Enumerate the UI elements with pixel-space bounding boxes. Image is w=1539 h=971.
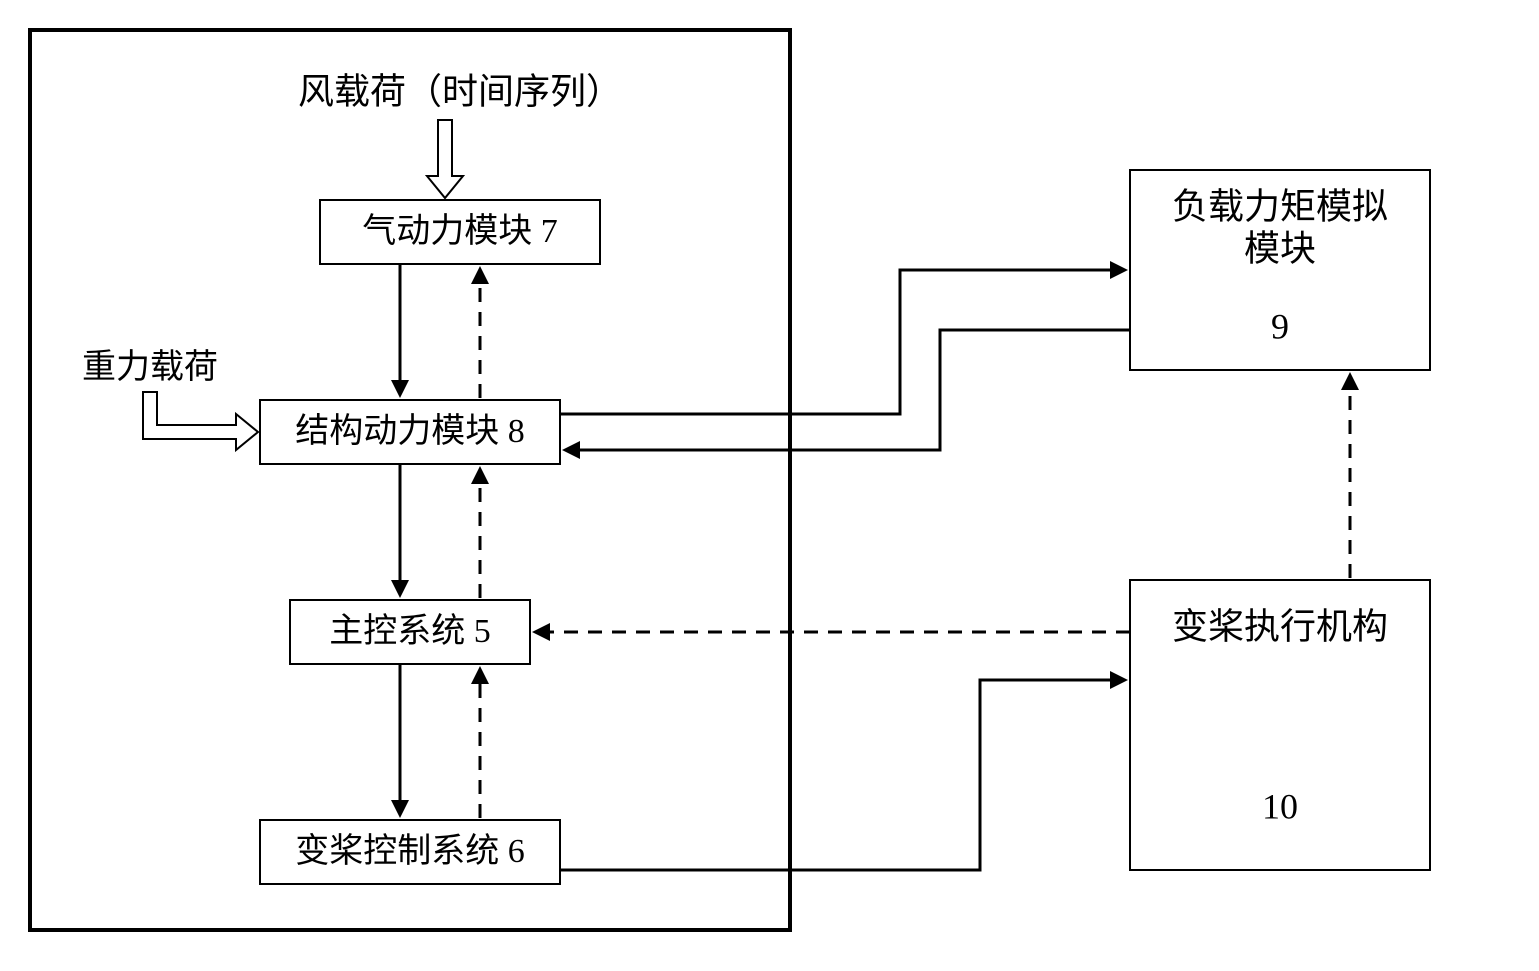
edge (471, 466, 489, 598)
arrowhead-icon (1341, 372, 1359, 390)
pitch-actuator-label-line1: 变桨执行机构 (1172, 606, 1388, 646)
struct-module-node: 结构动力模块 8 (260, 400, 560, 464)
arrowhead-icon (391, 580, 409, 598)
outer-frame (30, 30, 790, 930)
edge (391, 464, 409, 598)
gravity-load-label: 重力载荷 (82, 348, 218, 386)
aero-module-node: 气动力模块 7 (320, 200, 600, 264)
struct-module-label: 结构动力模块 8 (295, 412, 525, 450)
arrowhead-icon (1110, 671, 1128, 689)
load-sim-node: 负载力矩模拟 模块 9 (1130, 170, 1430, 370)
main-ctrl-node: 主控系统 5 (290, 600, 530, 664)
arrowhead-icon (471, 266, 489, 284)
pitch-actuator-node: 变桨执行机构 10 (1130, 580, 1430, 870)
edge (391, 264, 409, 398)
edge (391, 664, 409, 818)
arrowhead-icon (562, 441, 580, 459)
aero-module-label: 气动力模块 7 (362, 212, 558, 250)
arrowhead-icon (471, 466, 489, 484)
hollow-arrow (427, 120, 463, 198)
load-sim-label-line1: 负载力矩模拟 (1172, 186, 1388, 226)
pitch-actuator-number: 10 (1262, 786, 1298, 826)
edge (562, 330, 1130, 459)
load-sim-number: 9 (1271, 306, 1289, 346)
arrowhead-icon (471, 666, 489, 684)
edge (471, 266, 489, 398)
edge (532, 623, 1130, 641)
arrowhead-icon (1110, 261, 1128, 279)
main-ctrl-label: 主控系统 5 (329, 612, 491, 650)
arrowhead-icon (391, 800, 409, 818)
arrowhead-icon (391, 380, 409, 398)
edge (471, 666, 489, 818)
edge (560, 671, 1128, 870)
pitch-ctrl-node: 变桨控制系统 6 (260, 820, 560, 884)
wind-load-label: 风载荷（时间序列） (298, 71, 622, 111)
flow-diagram: 风载荷（时间序列） 重力载荷 气动力模块 7 结构动力模块 8 主控系统 5 变… (0, 0, 1539, 971)
edge (1341, 372, 1359, 578)
pitch-ctrl-label: 变桨控制系统 6 (295, 832, 525, 870)
load-sim-label-line2: 模块 (1244, 228, 1316, 268)
arrowhead-icon (532, 623, 550, 641)
hollow-arrow (143, 392, 258, 450)
edge (560, 261, 1128, 414)
